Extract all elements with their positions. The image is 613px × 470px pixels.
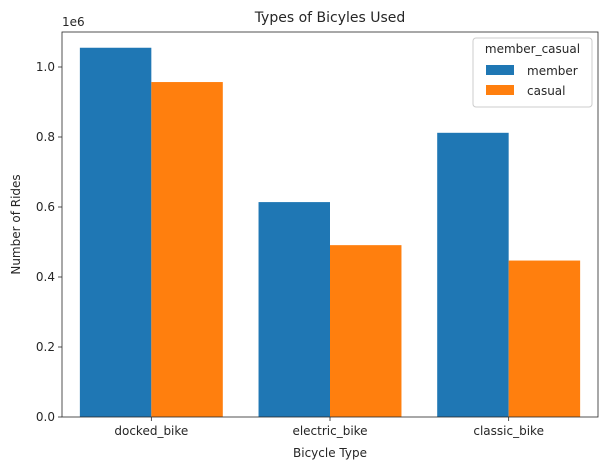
bar-member-electric_bike bbox=[258, 202, 330, 417]
y-axis-label: Number of Rides bbox=[9, 174, 23, 274]
y-tick-label: 0.2 bbox=[36, 340, 55, 354]
y-tick-label: 0.8 bbox=[36, 130, 55, 144]
y-tick-label: 0.6 bbox=[36, 200, 55, 214]
x-tick-label: electric_bike bbox=[292, 424, 367, 438]
legend-swatch-member bbox=[486, 65, 514, 75]
plot-frame bbox=[61, 31, 599, 418]
legend-label-casual: casual bbox=[527, 84, 566, 98]
y-tick-label: 1.0 bbox=[36, 60, 55, 74]
legend: member_casual member casual bbox=[472, 37, 593, 108]
y-axis-ticks: 0.0 0.2 0.4 0.6 0.8 1.0 bbox=[36, 60, 62, 424]
bar-casual-docked_bike bbox=[151, 82, 223, 418]
legend-swatch-casual bbox=[486, 85, 514, 95]
legend-label-member: member bbox=[527, 64, 578, 78]
legend-title: member_casual bbox=[485, 42, 580, 56]
bar-casual-electric_bike bbox=[330, 245, 402, 417]
x-tick-label: docked_bike bbox=[114, 424, 188, 438]
y-axis-offset-label: 1e6 bbox=[62, 15, 85, 29]
bar-member-docked_bike bbox=[79, 47, 152, 417]
x-axis-label: Bicycle Type bbox=[293, 446, 367, 460]
bar-casual-classic_bike bbox=[508, 260, 581, 417]
y-tick-label: 0.4 bbox=[36, 270, 55, 284]
bars-group bbox=[79, 47, 581, 418]
y-tick-label: 0.0 bbox=[36, 410, 55, 424]
x-axis-ticks: docked_bike electric_bike classic_bike bbox=[114, 417, 544, 438]
x-tick-label: classic_bike bbox=[473, 424, 544, 438]
chart-title: Types of Bicyles Used bbox=[254, 10, 406, 26]
bar-member-classic_bike bbox=[437, 132, 509, 418]
